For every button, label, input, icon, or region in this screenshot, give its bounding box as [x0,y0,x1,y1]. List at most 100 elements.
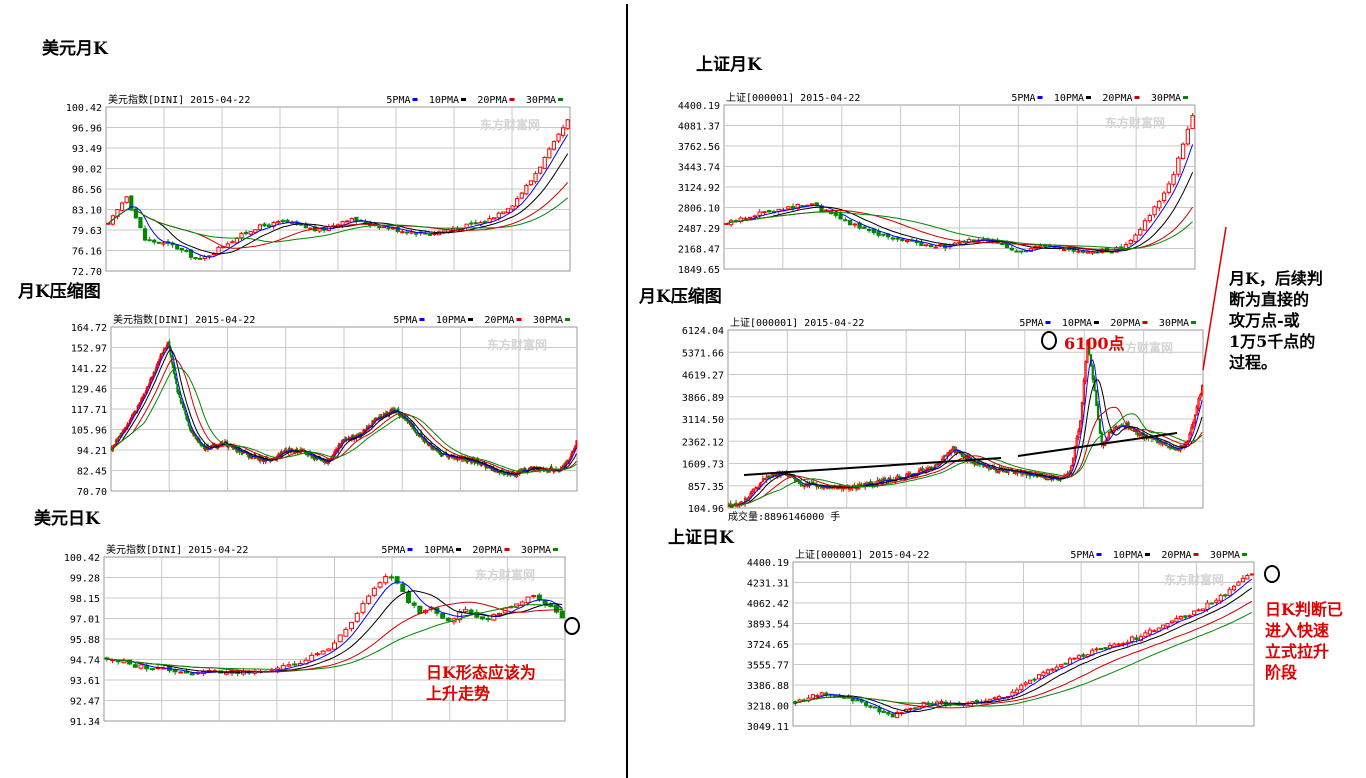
candle [207,255,212,258]
candle [765,476,768,481]
candle [1193,414,1197,424]
legend-swatch [1094,321,1099,324]
candle [1082,379,1085,404]
candle [292,663,298,666]
candle [1200,385,1204,395]
candle [1019,250,1024,253]
candle [878,479,881,482]
watermark: 东方财富网 [1164,572,1224,587]
legend-swatch [419,318,425,321]
candle [974,700,980,703]
candle [1068,471,1071,475]
candle [822,486,826,489]
candle [129,417,132,421]
candle [551,141,557,150]
candle [801,484,804,487]
candle [1054,666,1059,671]
chart-header: 美元指数[DINI] 2015-04-22 [113,313,255,326]
candle [119,202,125,211]
y-tick-label: 2806.10 [678,204,720,215]
candle [1166,183,1171,193]
candle [381,226,387,229]
candle [457,611,463,621]
candle [748,216,753,219]
candle [377,582,383,588]
candle [1121,642,1126,645]
candle [815,695,820,698]
candle [1099,647,1104,650]
candle [204,448,207,451]
title-sh-monthly: 上证月K [696,55,762,75]
candle [754,486,757,490]
legend-swatch [1183,96,1188,99]
candle [152,239,157,243]
candle [1103,647,1108,650]
sh-daily-circle-marker [1264,565,1280,583]
candle [129,195,134,209]
candle [763,478,766,481]
candle [193,257,198,260]
y-tick-label: 93.49 [72,144,102,155]
candle [157,361,160,366]
candle [505,208,511,213]
candle [819,692,824,696]
candle [171,362,174,368]
candle [491,613,497,621]
candle [1081,250,1086,253]
candle [492,217,497,220]
candle [127,423,130,426]
candle [908,472,912,475]
candle [1183,444,1186,447]
y-tick-label: 3555.77 [747,661,789,672]
candle [528,180,534,186]
candle [119,432,122,437]
candle [933,246,938,249]
y-tick-label: 164.72 [71,323,107,334]
candle [786,206,791,210]
candle [1005,468,1008,474]
watermark: 东方财富网 [487,337,547,352]
candle [400,583,406,593]
candle [510,205,515,210]
candle [172,366,175,375]
ma-line-20 [728,406,1203,507]
legend-label: 5PMA [381,545,405,556]
y-tick-label: 94.21 [77,446,107,457]
candle [1114,425,1118,429]
candle [1095,390,1098,407]
candle [1075,437,1078,447]
candle [761,478,765,483]
candle [877,707,882,713]
candle [724,223,729,226]
y-tick-label: 5371.66 [682,348,724,359]
title-usd-monthly: 美元月K [42,39,108,59]
candle [865,482,869,485]
candle [1209,602,1214,605]
legend-label: 5PMA [1070,550,1094,561]
usd-daily-note: 日K形态应该为 上升走势 [426,663,536,703]
candle [762,211,767,214]
candle [862,226,867,229]
daily-forecast-note: 日K判断已 进入快速 立式拉升 阶段 [1265,600,1343,682]
candle [752,215,758,218]
watermark: 东方财富网 [475,567,535,582]
candle [1112,643,1117,648]
candle [1120,424,1123,427]
candle [189,427,192,433]
candle [160,353,163,357]
candle [1080,402,1084,423]
candle [1028,679,1033,684]
candle [314,653,320,656]
candle [569,455,572,459]
candle [886,711,891,715]
candle [150,377,153,381]
y-tick-label: 3762.56 [678,142,720,153]
candle [1240,577,1245,583]
candle [800,205,805,208]
candle [138,664,144,669]
candle [121,660,127,664]
y-tick-label: 1849.65 [678,265,720,276]
candle [803,485,806,488]
candle [570,451,573,457]
candle [128,420,131,424]
